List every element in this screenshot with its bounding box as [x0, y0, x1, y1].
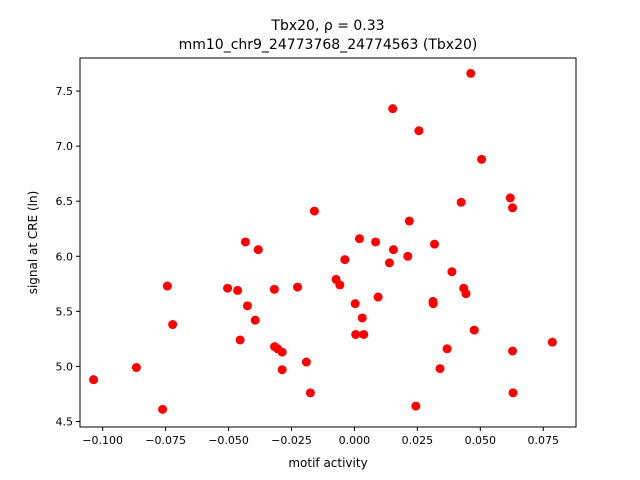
data-point: [447, 267, 457, 277]
y-tick-label: 7.0: [56, 140, 74, 153]
x-tick-label: −0.100: [82, 434, 123, 447]
y-tick-label: 5.0: [56, 360, 74, 373]
data-point: [250, 315, 260, 325]
data-point: [428, 299, 438, 309]
x-tick-label: 0.000: [339, 434, 371, 447]
y-tick-label: 6.0: [56, 250, 74, 263]
data-point: [335, 280, 345, 290]
data-point: [131, 363, 141, 373]
data-point: [477, 154, 487, 164]
data-point: [384, 258, 394, 268]
data-point: [505, 193, 515, 203]
x-tick-label: −0.075: [145, 434, 186, 447]
y-tick-label: 6.5: [56, 195, 74, 208]
data-point: [240, 237, 250, 247]
data-point: [373, 292, 383, 302]
data-point: [223, 283, 233, 293]
data-point: [508, 388, 518, 398]
data-point: [547, 337, 557, 347]
data-point: [242, 301, 252, 311]
x-axis-ticks: −0.100 −0.075 −0.050 −0.025 0.000 0.025 0.050 0…: [82, 427, 559, 447]
y-axis-ticks: 4.5 5.0 5.5 6.0 6.5 7.0 7.5: [56, 85, 80, 428]
chart-title-line2: mm10_chr9_24773768_24774563 (Tbx20): [179, 37, 478, 53]
data-point: [411, 401, 421, 411]
data-points: [89, 68, 557, 414]
data-point: [435, 364, 445, 374]
data-point: [466, 68, 476, 78]
data-point: [293, 282, 303, 292]
data-point: [508, 346, 518, 356]
x-tick-label: −0.025: [271, 434, 312, 447]
x-tick-label: 0.075: [528, 434, 560, 447]
data-point: [305, 388, 315, 398]
data-point: [158, 404, 168, 414]
data-point: [340, 255, 350, 265]
data-point: [359, 329, 369, 339]
y-axis-label: signal at CRE (ln): [26, 191, 40, 295]
data-point: [277, 365, 287, 375]
y-tick-label: 7.5: [56, 85, 74, 98]
data-point: [414, 126, 424, 136]
chart-title-line1: Tbx20, ρ = 0.33: [270, 18, 384, 34]
y-tick-label: 5.5: [56, 305, 74, 318]
plot-frame: [79, 57, 577, 428]
data-point: [456, 197, 466, 207]
data-point: [442, 344, 452, 354]
data-point: [309, 206, 319, 216]
data-point: [89, 375, 99, 385]
y-tick-label: 4.5: [56, 415, 74, 428]
data-point: [388, 245, 398, 255]
x-axis-label: motif activity: [288, 456, 367, 470]
data-point: [508, 203, 518, 213]
data-point: [253, 245, 263, 255]
data-point: [430, 239, 440, 249]
x-tick-label: −0.050: [208, 434, 249, 447]
x-tick-label: 0.050: [465, 434, 497, 447]
data-point: [469, 325, 479, 335]
data-point: [371, 237, 381, 247]
data-point: [357, 313, 367, 323]
data-point: [388, 104, 398, 114]
data-point: [351, 329, 361, 339]
data-point: [168, 320, 178, 330]
data-point: [269, 284, 279, 294]
data-point: [354, 234, 364, 244]
x-tick-label: 0.025: [402, 434, 434, 447]
data-point: [350, 299, 360, 309]
data-point: [235, 335, 245, 345]
data-point: [461, 289, 471, 299]
data-point: [403, 251, 413, 261]
data-point: [162, 281, 172, 291]
data-point: [301, 357, 311, 367]
data-point: [233, 285, 243, 295]
data-point: [404, 216, 414, 226]
data-point: [277, 347, 287, 357]
